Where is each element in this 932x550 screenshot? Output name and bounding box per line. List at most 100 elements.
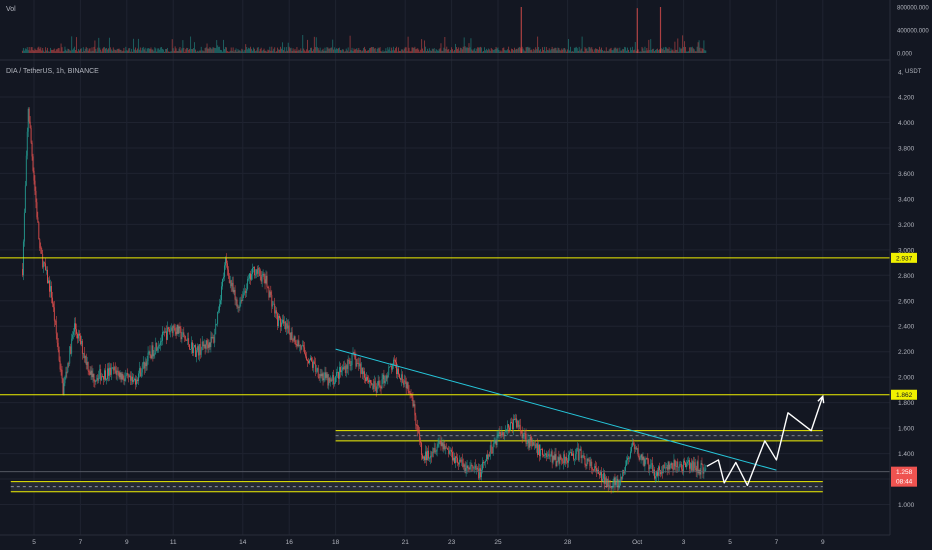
volume-bar [454,49,455,53]
volume-bar [372,46,374,53]
volume-bar [44,51,46,53]
candle-body [574,454,576,460]
volume-bar [347,47,349,53]
candle-body [532,442,534,447]
trendline[interactable] [335,348,777,471]
candle-body [632,442,634,445]
candle-body [171,327,173,334]
volume-bar [467,47,469,53]
candle-body [464,464,466,473]
candle-body [85,355,87,365]
volume-bar [163,49,164,53]
volume-bar [543,46,545,53]
price-axis[interactable]: 4.200 4.000 3.800 3.600 3.400 3.200 3.000 2.800… [898,70,915,509]
volume-bar [211,49,213,53]
candle-body [390,365,392,367]
volume-bar [160,47,162,53]
volume-bar [385,48,387,53]
candle-body [510,422,511,431]
candle-body [203,344,205,347]
candle-body [175,331,177,335]
candle-body [233,289,235,293]
candle-body [269,291,271,298]
candle-body [471,464,473,466]
candle-body [119,372,121,378]
candle-body [214,334,216,343]
projection-path[interactable] [706,396,824,487]
volume-bar [424,40,425,53]
candle-body [683,460,684,473]
candle-body [250,273,251,280]
volume-bar [214,48,216,53]
volume-bar [483,51,484,53]
candle-body [450,449,452,451]
candle-body [345,365,347,373]
volume-bar [118,48,120,53]
candle-body [622,469,624,479]
candle-body [379,385,381,387]
volume-bar [187,48,189,53]
candle-body [47,269,48,284]
candle-body [131,376,133,381]
price-tick-label: 1.000 [898,502,915,509]
candle-body [262,273,264,275]
volume-bar [639,51,641,53]
candle-body [434,447,436,452]
volume-bar [274,47,276,53]
volume-bar [263,48,265,53]
candle-body [220,300,221,305]
volume-bar [571,51,573,53]
drawings[interactable] [0,257,890,487]
volume-bar [484,47,485,53]
candle-body [680,464,682,465]
volume-bar [614,47,616,53]
candle-body [620,476,622,481]
volume-bar [342,49,344,53]
candle-body [101,375,103,381]
volume-bar [650,39,652,53]
candle-body [80,335,81,345]
candle-body [358,363,360,367]
volume-bar [411,47,413,53]
candle-body [448,449,450,454]
candles [22,107,707,494]
volume-bar [109,47,111,53]
volume-bar [36,50,38,53]
time-axis[interactable]: 5 7 9 11 14 16 18 21 23 25 28 Oct 3 5 7 9 [32,539,825,546]
volume-bar [655,49,657,53]
volume-bar [201,50,203,53]
candle-body [610,487,612,489]
candle-body [102,375,104,377]
candle-body [130,375,132,381]
volume-bar [458,50,460,53]
volume-bar [667,49,669,53]
candle-body [367,377,368,381]
volume-bar [31,47,33,53]
volume-bar [96,51,98,53]
volume-bar [459,47,461,53]
price-tick-label: 2.200 [898,349,915,356]
volume-bar [185,49,187,53]
volume-bar [511,48,512,53]
candle-body [535,444,537,448]
candle-body [136,379,137,385]
candle-body [191,342,192,350]
candle-body [529,436,531,448]
volume-bar [402,50,404,53]
candle-body [525,433,527,444]
volume-bar [613,48,615,53]
volume-bar [83,50,85,53]
candle-body [550,451,552,457]
volume-bar [644,46,646,53]
volume-bar [302,34,304,53]
candle-body [446,447,448,449]
candle-body [479,468,481,479]
candle-body [285,323,287,330]
volume-bar [63,51,65,53]
candle-body [677,461,679,468]
volume-bar [356,48,358,53]
volume-bar [294,48,296,53]
candle-body [542,448,543,455]
volume-bar [136,50,137,53]
